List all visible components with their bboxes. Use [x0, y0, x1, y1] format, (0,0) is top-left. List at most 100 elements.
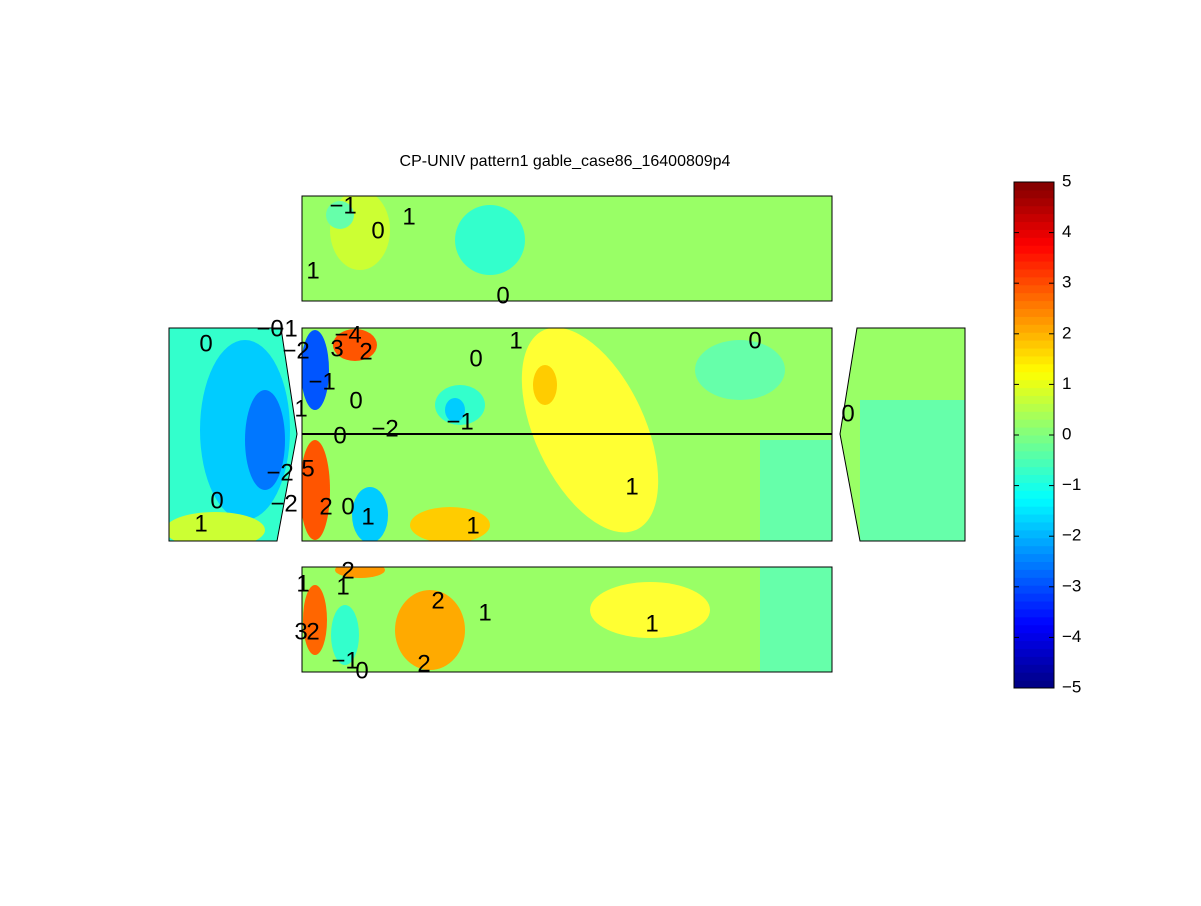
colorbar-tick-label: −1: [1062, 475, 1081, 494]
colorbar-swatch: [1014, 403, 1054, 412]
contour-label: 0: [371, 217, 384, 244]
colorbar-swatch: [1014, 442, 1054, 452]
colorbar-swatch: [1014, 221, 1054, 230]
colorbar-swatch: [1014, 292, 1054, 302]
colorbar-swatch: [1014, 237, 1054, 246]
contour-label: 1: [509, 327, 522, 354]
colorbar-swatch: [1014, 680, 1054, 689]
contour-label: 2: [431, 587, 444, 614]
colorbar-swatch: [1014, 545, 1054, 555]
contour-label: 3: [294, 618, 307, 645]
colorbar-swatch: [1014, 308, 1054, 317]
colorbar-tick-label: 0: [1062, 424, 1071, 443]
colorbar-swatch: [1014, 395, 1054, 404]
colorbar-swatch: [1014, 300, 1054, 309]
colorbar-swatch: [1014, 355, 1054, 365]
colorbar-swatch: [1014, 474, 1054, 483]
contour-label: 1: [645, 610, 658, 637]
contour-label: 0: [199, 330, 212, 357]
colorbar-swatch: [1014, 529, 1054, 539]
contour-label: 3: [330, 335, 343, 362]
contour-label: 0: [355, 657, 368, 684]
contour-label: 0: [469, 345, 482, 372]
colorbar-tick-label: 1: [1062, 374, 1071, 393]
colorbar-swatch: [1014, 616, 1054, 626]
colorbar-swatch: [1014, 229, 1054, 238]
contour-label: 1: [625, 473, 638, 500]
colorbar-swatch: [1014, 371, 1054, 381]
contour-label: −2: [270, 490, 297, 517]
colorbar-swatch: [1014, 490, 1054, 499]
contour-label: 2: [306, 618, 319, 645]
colorbar-swatch: [1014, 435, 1054, 444]
colorbar-swatch: [1014, 601, 1054, 610]
contour-label: 0: [748, 327, 761, 354]
colorbar-swatch: [1014, 261, 1054, 270]
colorbar-tick-label: −5: [1062, 677, 1081, 696]
colorbar-swatch: [1014, 593, 1054, 602]
contour-label: 1: [194, 510, 207, 537]
colorbar-swatch: [1014, 324, 1054, 333]
contour-label: 1: [296, 570, 309, 597]
colorbar-tick-label: −4: [1062, 627, 1081, 646]
colorbar-swatch: [1014, 466, 1054, 476]
contour-label: −1: [329, 192, 356, 219]
contour-label: 5: [301, 455, 314, 482]
colorbar-tick-label: 5: [1062, 171, 1071, 190]
colorbar-swatch: [1014, 363, 1054, 373]
contour-label: 1: [294, 395, 307, 422]
contour-label: −1: [331, 647, 358, 674]
contour-label: 0: [496, 282, 509, 309]
colorbar-swatch: [1014, 608, 1054, 618]
colorbar-tick-label: 3: [1062, 273, 1071, 292]
colorbar-tick-label: 4: [1062, 222, 1071, 241]
contour-label: 2: [359, 338, 372, 365]
colorbar-swatch: [1014, 458, 1054, 468]
colorbar-swatch: [1014, 672, 1054, 681]
colorbar-swatch: [1014, 379, 1054, 389]
contour-label: 1: [466, 512, 479, 539]
colorbar-swatch: [1014, 656, 1054, 665]
contour-label: 2: [341, 557, 354, 584]
colorbar-swatch: [1014, 411, 1054, 420]
colorbar-swatch: [1014, 577, 1054, 586]
contour-label: −2: [371, 415, 398, 442]
colorbar-swatch: [1014, 640, 1054, 649]
colorbar-swatch: [1014, 537, 1054, 547]
colorbar-swatch: [1014, 498, 1054, 507]
contour-label: −0: [256, 315, 283, 342]
colorbar-swatch: [1014, 284, 1054, 294]
colorbar-swatch: [1014, 569, 1054, 578]
colorbar-swatch: [1014, 482, 1054, 491]
colorbar-tick-label: 2: [1062, 323, 1071, 342]
contour-label: 0: [333, 422, 346, 449]
colorbar-tick-label: −2: [1062, 526, 1081, 545]
colorbar-swatch: [1014, 419, 1054, 428]
contour-label: −2: [282, 337, 309, 364]
colorbar-swatch: [1014, 664, 1054, 673]
colorbar-swatch: [1014, 276, 1054, 286]
colorbar-swatch: [1014, 213, 1054, 223]
colorbar-swatch: [1014, 268, 1054, 278]
colorbar-tick-label: −3: [1062, 576, 1081, 595]
colorbar-swatch: [1014, 245, 1054, 254]
colorbar-swatch: [1014, 340, 1054, 349]
colorbar-swatch: [1014, 561, 1054, 570]
colorbar-swatch: [1014, 197, 1054, 207]
contour-label: 0: [841, 400, 854, 427]
contour-label: 1: [402, 203, 415, 230]
contour-label: −1: [446, 408, 473, 435]
contour-label: 1: [336, 573, 349, 600]
contour-label: −4: [334, 321, 361, 348]
panel-outlines: [168, 195, 966, 673]
colorbar-swatch: [1014, 648, 1054, 657]
contour-label: 0: [210, 487, 223, 514]
colorbar-swatch: [1014, 205, 1054, 215]
colorbar-swatch: [1014, 427, 1054, 436]
colorbar-swatch: [1014, 348, 1054, 357]
colorbar-swatch: [1014, 253, 1054, 262]
colorbar-swatch: [1014, 553, 1054, 562]
chart-title: CP-UNIV pattern1 gable_case86_16400809p4: [400, 153, 731, 170]
colorbar-swatch: [1014, 514, 1054, 523]
